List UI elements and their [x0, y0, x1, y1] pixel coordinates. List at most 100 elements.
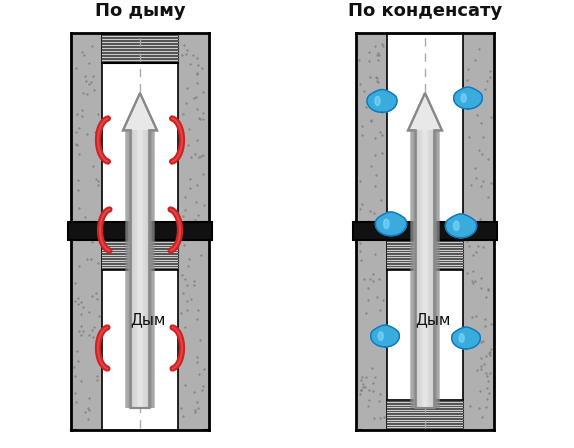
Point — [372, 171, 381, 178]
Point — [369, 270, 378, 277]
Point — [482, 385, 491, 392]
Polygon shape — [387, 240, 463, 270]
Point — [88, 326, 97, 333]
Polygon shape — [145, 130, 147, 408]
Point — [84, 331, 94, 338]
Polygon shape — [130, 130, 131, 408]
Point — [80, 213, 90, 220]
Polygon shape — [412, 130, 416, 408]
Polygon shape — [353, 222, 497, 240]
Point — [469, 231, 478, 238]
Point — [483, 286, 492, 293]
Point — [486, 114, 495, 121]
Point — [373, 49, 382, 56]
Point — [364, 49, 374, 56]
Point — [374, 276, 383, 283]
Point — [356, 80, 365, 87]
Point — [70, 373, 79, 380]
Point — [179, 110, 188, 117]
Point — [177, 51, 187, 58]
Point — [483, 155, 492, 163]
Point — [94, 177, 103, 184]
Point — [366, 162, 375, 169]
Point — [193, 181, 202, 188]
Polygon shape — [461, 94, 466, 103]
Point — [79, 304, 88, 311]
Point — [483, 378, 492, 385]
Point — [193, 136, 202, 143]
Point — [476, 362, 485, 370]
Point — [355, 56, 364, 63]
Polygon shape — [142, 130, 144, 408]
Point — [84, 80, 94, 87]
Point — [199, 116, 208, 123]
Point — [477, 120, 486, 127]
Point — [184, 255, 193, 263]
Point — [185, 176, 195, 183]
Point — [377, 131, 386, 138]
Point — [472, 111, 482, 118]
Point — [367, 117, 376, 124]
Point — [379, 414, 388, 421]
Point — [71, 389, 80, 396]
Point — [92, 295, 102, 302]
Point — [192, 70, 201, 77]
Text: Дым: Дым — [416, 313, 451, 327]
Point — [73, 300, 83, 307]
Point — [83, 405, 92, 412]
Point — [186, 153, 195, 160]
Polygon shape — [102, 33, 178, 63]
Point — [482, 369, 491, 376]
Point — [71, 140, 80, 147]
Point — [93, 181, 102, 188]
Point — [182, 297, 191, 305]
Point — [477, 150, 486, 157]
Point — [370, 250, 379, 257]
Polygon shape — [435, 130, 437, 408]
Point — [199, 383, 208, 390]
Point — [179, 41, 188, 48]
Polygon shape — [433, 130, 435, 408]
Point — [374, 52, 383, 59]
Polygon shape — [140, 130, 142, 408]
Point — [71, 297, 80, 305]
Point — [193, 306, 203, 314]
Point — [199, 110, 208, 117]
Point — [72, 347, 81, 354]
Point — [378, 40, 387, 47]
Point — [69, 363, 79, 370]
Point — [480, 316, 490, 323]
Point — [193, 211, 202, 219]
Point — [193, 62, 203, 69]
Point — [83, 255, 92, 263]
Point — [486, 320, 495, 327]
Point — [372, 74, 381, 82]
Point — [185, 60, 195, 67]
Point — [193, 404, 203, 411]
Point — [362, 231, 371, 238]
Point — [75, 205, 84, 212]
Point — [355, 248, 364, 255]
Text: По дыму: По дыму — [95, 2, 185, 20]
Point — [466, 181, 475, 189]
Point — [191, 409, 200, 416]
Point — [179, 241, 188, 248]
Point — [463, 65, 472, 73]
Polygon shape — [430, 130, 432, 408]
Polygon shape — [383, 219, 389, 228]
Point — [376, 390, 385, 397]
Point — [355, 206, 364, 213]
Point — [486, 179, 495, 186]
Point — [479, 244, 488, 251]
Point — [484, 349, 494, 356]
Polygon shape — [133, 130, 135, 408]
Point — [90, 129, 99, 136]
Polygon shape — [68, 222, 212, 240]
Text: По конденсату: По конденсату — [348, 2, 502, 20]
Point — [485, 348, 494, 355]
Point — [180, 381, 189, 388]
Polygon shape — [356, 33, 387, 430]
Point — [73, 294, 83, 302]
Point — [477, 413, 486, 420]
Point — [465, 134, 474, 141]
